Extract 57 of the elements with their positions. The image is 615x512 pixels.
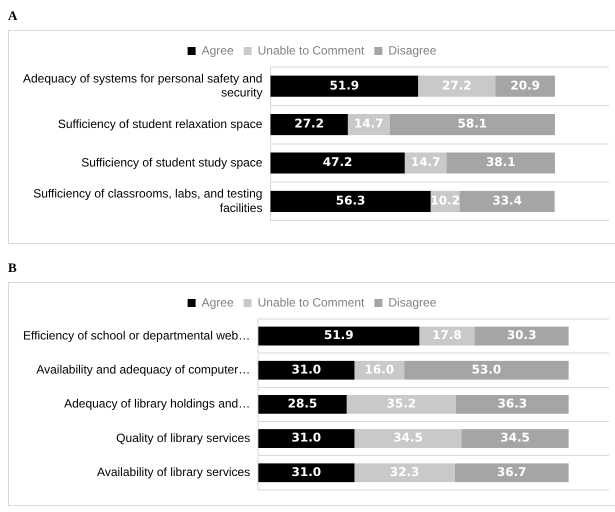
bar (456, 395, 569, 414)
bar (446, 152, 555, 174)
data-label: 36.7 (496, 464, 526, 479)
data-label: 30.3 (506, 328, 536, 342)
bar (346, 395, 456, 414)
data-label: 36.3 (498, 396, 528, 411)
y-tick-label: Adequacy of systems for personal safety and security (22, 71, 262, 100)
bar (270, 190, 431, 212)
bar (404, 360, 569, 380)
y-tick-label: Adequacy of library holdings and… (64, 396, 250, 411)
bar (495, 76, 555, 97)
bar (460, 190, 555, 212)
y-tick-label: Availability and adequacy of computer… (36, 362, 250, 377)
bar (258, 395, 347, 414)
data-label: 38.1 (486, 155, 516, 170)
data-label: 51.9 (329, 78, 360, 92)
bar (454, 463, 569, 482)
y-tick-label: Sufficiency of student study space (81, 155, 263, 170)
data-label: 58.1 (458, 116, 488, 131)
bar (258, 463, 354, 482)
legend-label: Agree (202, 295, 234, 310)
data-label: 28.5 (288, 396, 318, 411)
text: A (8, 8, 18, 24)
data-label: 31.0 (292, 430, 322, 445)
data-label: 27.2 (294, 116, 324, 131)
bar (258, 429, 354, 448)
data-label: 34.5 (500, 430, 530, 445)
legend-label: Unable to Comment (258, 43, 366, 58)
bar (462, 429, 569, 448)
data-label: 31.0 (292, 362, 322, 376)
bar (270, 114, 348, 136)
legend-label: Agree (202, 43, 234, 58)
data-label: 47.2 (322, 155, 352, 170)
legend-label: Unable to Comment (258, 295, 366, 310)
y-tick-label: Sufficiency of student relaxation space (58, 116, 263, 131)
bar (390, 114, 555, 136)
legend-label: Disagree (388, 43, 437, 58)
bar (354, 463, 455, 482)
bar (418, 76, 496, 97)
y-tick-label: Efficiency of school or departmental web… (22, 328, 250, 342)
y-tick-label: Quality of library services (116, 430, 250, 445)
data-label: 51.9 (324, 328, 354, 342)
data-label: 33.4 (492, 194, 522, 208)
legend-label: Disagree (388, 295, 437, 310)
y-tick-label: Sufficiency of classrooms, labs, and testing facilities (33, 186, 262, 215)
bar (270, 152, 405, 174)
text: B (8, 260, 18, 276)
bar (474, 326, 569, 346)
bar (354, 429, 462, 448)
bar (258, 360, 354, 380)
bar (258, 326, 420, 346)
data-label: 20.9 (510, 78, 540, 92)
data-label: 31.0 (292, 464, 322, 479)
data-label: 56.3 (336, 194, 366, 208)
bar (270, 76, 418, 97)
y-tick-label: Availability of library services (97, 465, 250, 480)
data-label: 53.0 (472, 362, 502, 376)
